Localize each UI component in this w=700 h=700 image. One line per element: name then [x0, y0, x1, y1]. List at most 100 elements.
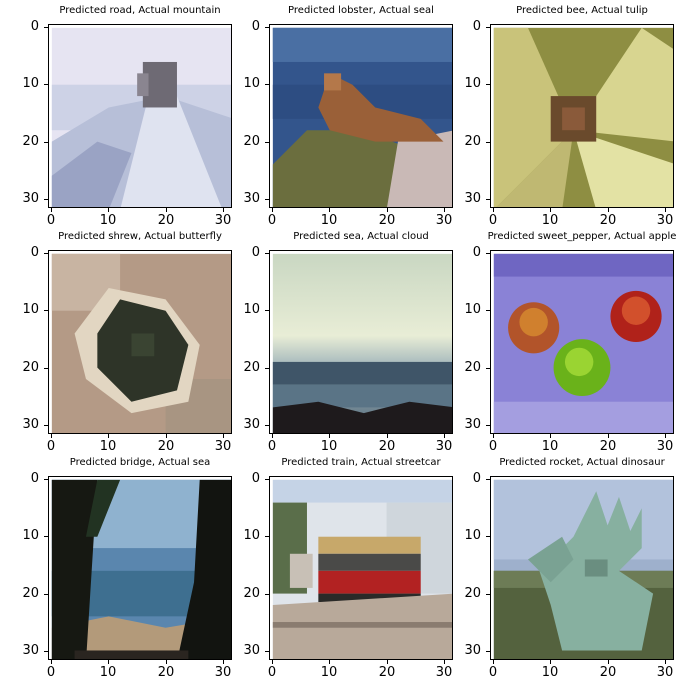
y-tick-label: 30 — [22, 417, 39, 432]
x-tick-mark — [387, 660, 388, 664]
x-tick-label: 20 — [599, 213, 617, 228]
x-tick-label: 10 — [320, 213, 338, 228]
x-tick-label: 20 — [599, 665, 617, 680]
x-tick-mark — [166, 208, 167, 212]
x-tick-label: 0 — [488, 665, 498, 680]
y-tick-mark — [265, 651, 269, 652]
x-tick-mark — [272, 660, 273, 664]
y-tick-label: 20 — [464, 134, 481, 149]
x-tick-label: 30 — [214, 439, 232, 454]
y-tick-label: 30 — [243, 417, 260, 432]
x-tick-label: 30 — [214, 213, 232, 228]
x-tick-mark — [223, 660, 224, 664]
x-tick-label: 30 — [435, 665, 453, 680]
y-tick-mark — [486, 84, 490, 85]
x-tick-mark — [444, 434, 445, 438]
y-tick-label: 20 — [243, 134, 260, 149]
x-tick-mark — [51, 434, 52, 438]
y-tick-label: 20 — [22, 134, 39, 149]
x-tick-label: 0 — [267, 213, 277, 228]
y-tick-label: 10 — [243, 302, 260, 317]
image-panel-dinosaur — [490, 476, 674, 660]
y-tick-mark — [44, 594, 48, 595]
panel-title: Predicted bridge, Actual sea — [69, 457, 211, 468]
y-tick-mark — [486, 651, 490, 652]
panel-image — [51, 479, 231, 659]
y-tick-label: 10 — [243, 528, 260, 543]
x-tick-label: 0 — [46, 439, 56, 454]
panel-title: Predicted bee, Actual tulip — [516, 5, 648, 16]
y-tick-mark — [44, 368, 48, 369]
x-tick-label: 30 — [214, 665, 232, 680]
y-tick-label: 20 — [464, 360, 481, 375]
y-tick-label: 30 — [464, 643, 481, 658]
y-tick-mark — [486, 536, 490, 537]
x-tick-mark — [387, 434, 388, 438]
y-tick-mark — [44, 425, 48, 426]
x-tick-label: 30 — [656, 439, 674, 454]
y-tick-mark — [44, 84, 48, 85]
image-panel-sea — [48, 476, 232, 660]
y-tick-mark — [265, 425, 269, 426]
x-tick-label: 20 — [378, 439, 396, 454]
y-tick-label: 10 — [464, 76, 481, 91]
x-tick-label: 10 — [320, 665, 338, 680]
x-tick-mark — [550, 660, 551, 664]
image-panel-apple — [490, 250, 674, 434]
y-tick-label: 30 — [243, 643, 260, 658]
x-tick-label: 20 — [157, 439, 175, 454]
y-tick-label: 10 — [22, 302, 39, 317]
y-tick-mark — [486, 425, 490, 426]
y-tick-mark — [486, 310, 490, 311]
x-tick-mark — [444, 660, 445, 664]
x-tick-label: 0 — [267, 665, 277, 680]
y-tick-label: 0 — [472, 471, 481, 486]
y-tick-mark — [44, 479, 48, 480]
y-tick-mark — [44, 27, 48, 28]
panel-image — [493, 253, 673, 433]
x-tick-mark — [493, 660, 494, 664]
panel-image — [493, 479, 673, 659]
y-tick-label: 20 — [243, 360, 260, 375]
x-tick-mark — [51, 208, 52, 212]
x-tick-label: 20 — [157, 213, 175, 228]
y-tick-mark — [265, 142, 269, 143]
y-tick-mark — [486, 142, 490, 143]
x-tick-mark — [272, 434, 273, 438]
y-tick-mark — [265, 310, 269, 311]
x-tick-label: 30 — [435, 213, 453, 228]
x-tick-mark — [665, 660, 666, 664]
y-tick-mark — [265, 253, 269, 254]
y-tick-label: 0 — [30, 19, 39, 34]
y-tick-label: 20 — [22, 360, 39, 375]
x-tick-mark — [550, 208, 551, 212]
x-tick-mark — [665, 208, 666, 212]
x-tick-label: 30 — [656, 665, 674, 680]
x-tick-mark — [223, 208, 224, 212]
y-tick-label: 10 — [22, 528, 39, 543]
panel-image — [51, 253, 231, 433]
panel-title: Predicted sweet_pepper, Actual apple — [487, 231, 677, 242]
y-tick-label: 0 — [251, 471, 260, 486]
y-tick-label: 0 — [251, 245, 260, 260]
x-tick-mark — [608, 434, 609, 438]
x-tick-label: 20 — [378, 213, 396, 228]
x-tick-mark — [272, 208, 273, 212]
panel-image — [272, 479, 452, 659]
panel-image — [272, 27, 452, 207]
x-tick-label: 10 — [541, 439, 559, 454]
x-tick-label: 0 — [46, 665, 56, 680]
x-tick-mark — [166, 660, 167, 664]
y-tick-mark — [265, 479, 269, 480]
y-tick-mark — [486, 253, 490, 254]
y-tick-mark — [265, 199, 269, 200]
y-tick-label: 0 — [30, 471, 39, 486]
panel-title: Predicted rocket, Actual dinosaur — [499, 457, 665, 468]
x-tick-mark — [329, 208, 330, 212]
y-tick-label: 30 — [22, 191, 39, 206]
x-tick-label: 20 — [378, 665, 396, 680]
y-tick-mark — [44, 536, 48, 537]
y-tick-mark — [486, 199, 490, 200]
image-panel-butterfly — [48, 250, 232, 434]
